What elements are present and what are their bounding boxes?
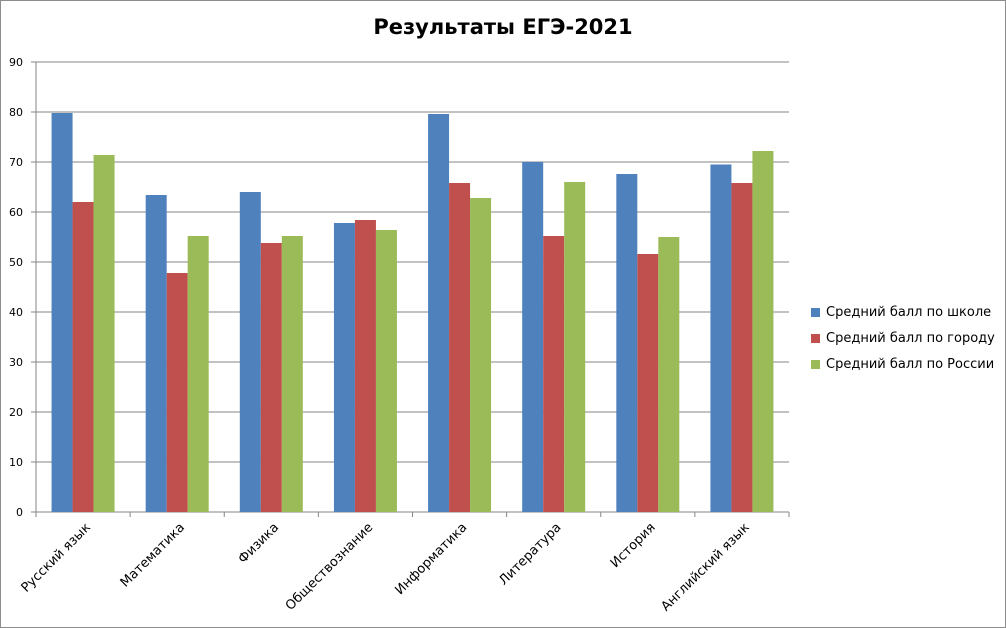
y-tick-label: 0 [16,506,23,519]
bar [281,236,303,512]
x-tick-label: Литература [496,520,564,588]
legend-swatch [811,333,820,343]
bar [616,174,638,512]
y-tick-label: 50 [9,256,23,269]
bar [710,164,732,512]
legend: Средний балл по школе Средний балл по гор… [811,299,995,377]
bar [522,162,544,512]
x-tick-label: Русский язык [19,520,94,595]
bar [166,273,188,512]
legend-swatch [811,307,820,317]
bar [637,254,659,512]
chart-title: Результаты ЕГЭ-2021 [373,15,633,39]
bar [333,223,355,512]
bar [72,202,94,512]
legend-item: Средний балл по городу [811,325,995,351]
x-tick-label: Физика [236,520,283,567]
x-tick-label: Английский язык [658,520,752,614]
y-tick-label: 90 [9,56,23,69]
legend-item: Средний балл по России [811,351,995,377]
bar [260,243,282,512]
bar [731,183,753,512]
bar [658,237,680,512]
bar [470,198,492,512]
legend-label: Средний балл по школе [826,304,992,320]
x-tick-label: История [608,520,659,571]
y-tick-label: 30 [9,356,23,369]
bar [145,195,167,512]
bar [428,114,450,512]
legend-label: Средний балл по городу [826,330,995,346]
bar [449,183,471,512]
bar [354,220,376,512]
bar [51,113,73,512]
bar [93,155,115,512]
bar [187,236,209,512]
y-tick-label: 70 [9,156,23,169]
bar [752,151,774,512]
x-tick-label: Математика [118,520,188,590]
y-tick-label: 60 [9,206,23,219]
bar [375,230,397,512]
legend-label: Средний балл по России [826,356,995,372]
x-tick-label: Информатика [392,520,470,598]
y-tick-label: 20 [9,406,23,419]
bar [564,182,586,512]
y-tick-label: 10 [9,456,23,469]
bar [239,192,261,512]
legend-item: Средний балл по школе [811,299,995,325]
bar [543,236,565,512]
x-tick-label: Обществознание [283,520,376,613]
legend-swatch [811,359,820,369]
y-tick-label: 40 [9,306,23,319]
y-tick-label: 80 [9,106,23,119]
